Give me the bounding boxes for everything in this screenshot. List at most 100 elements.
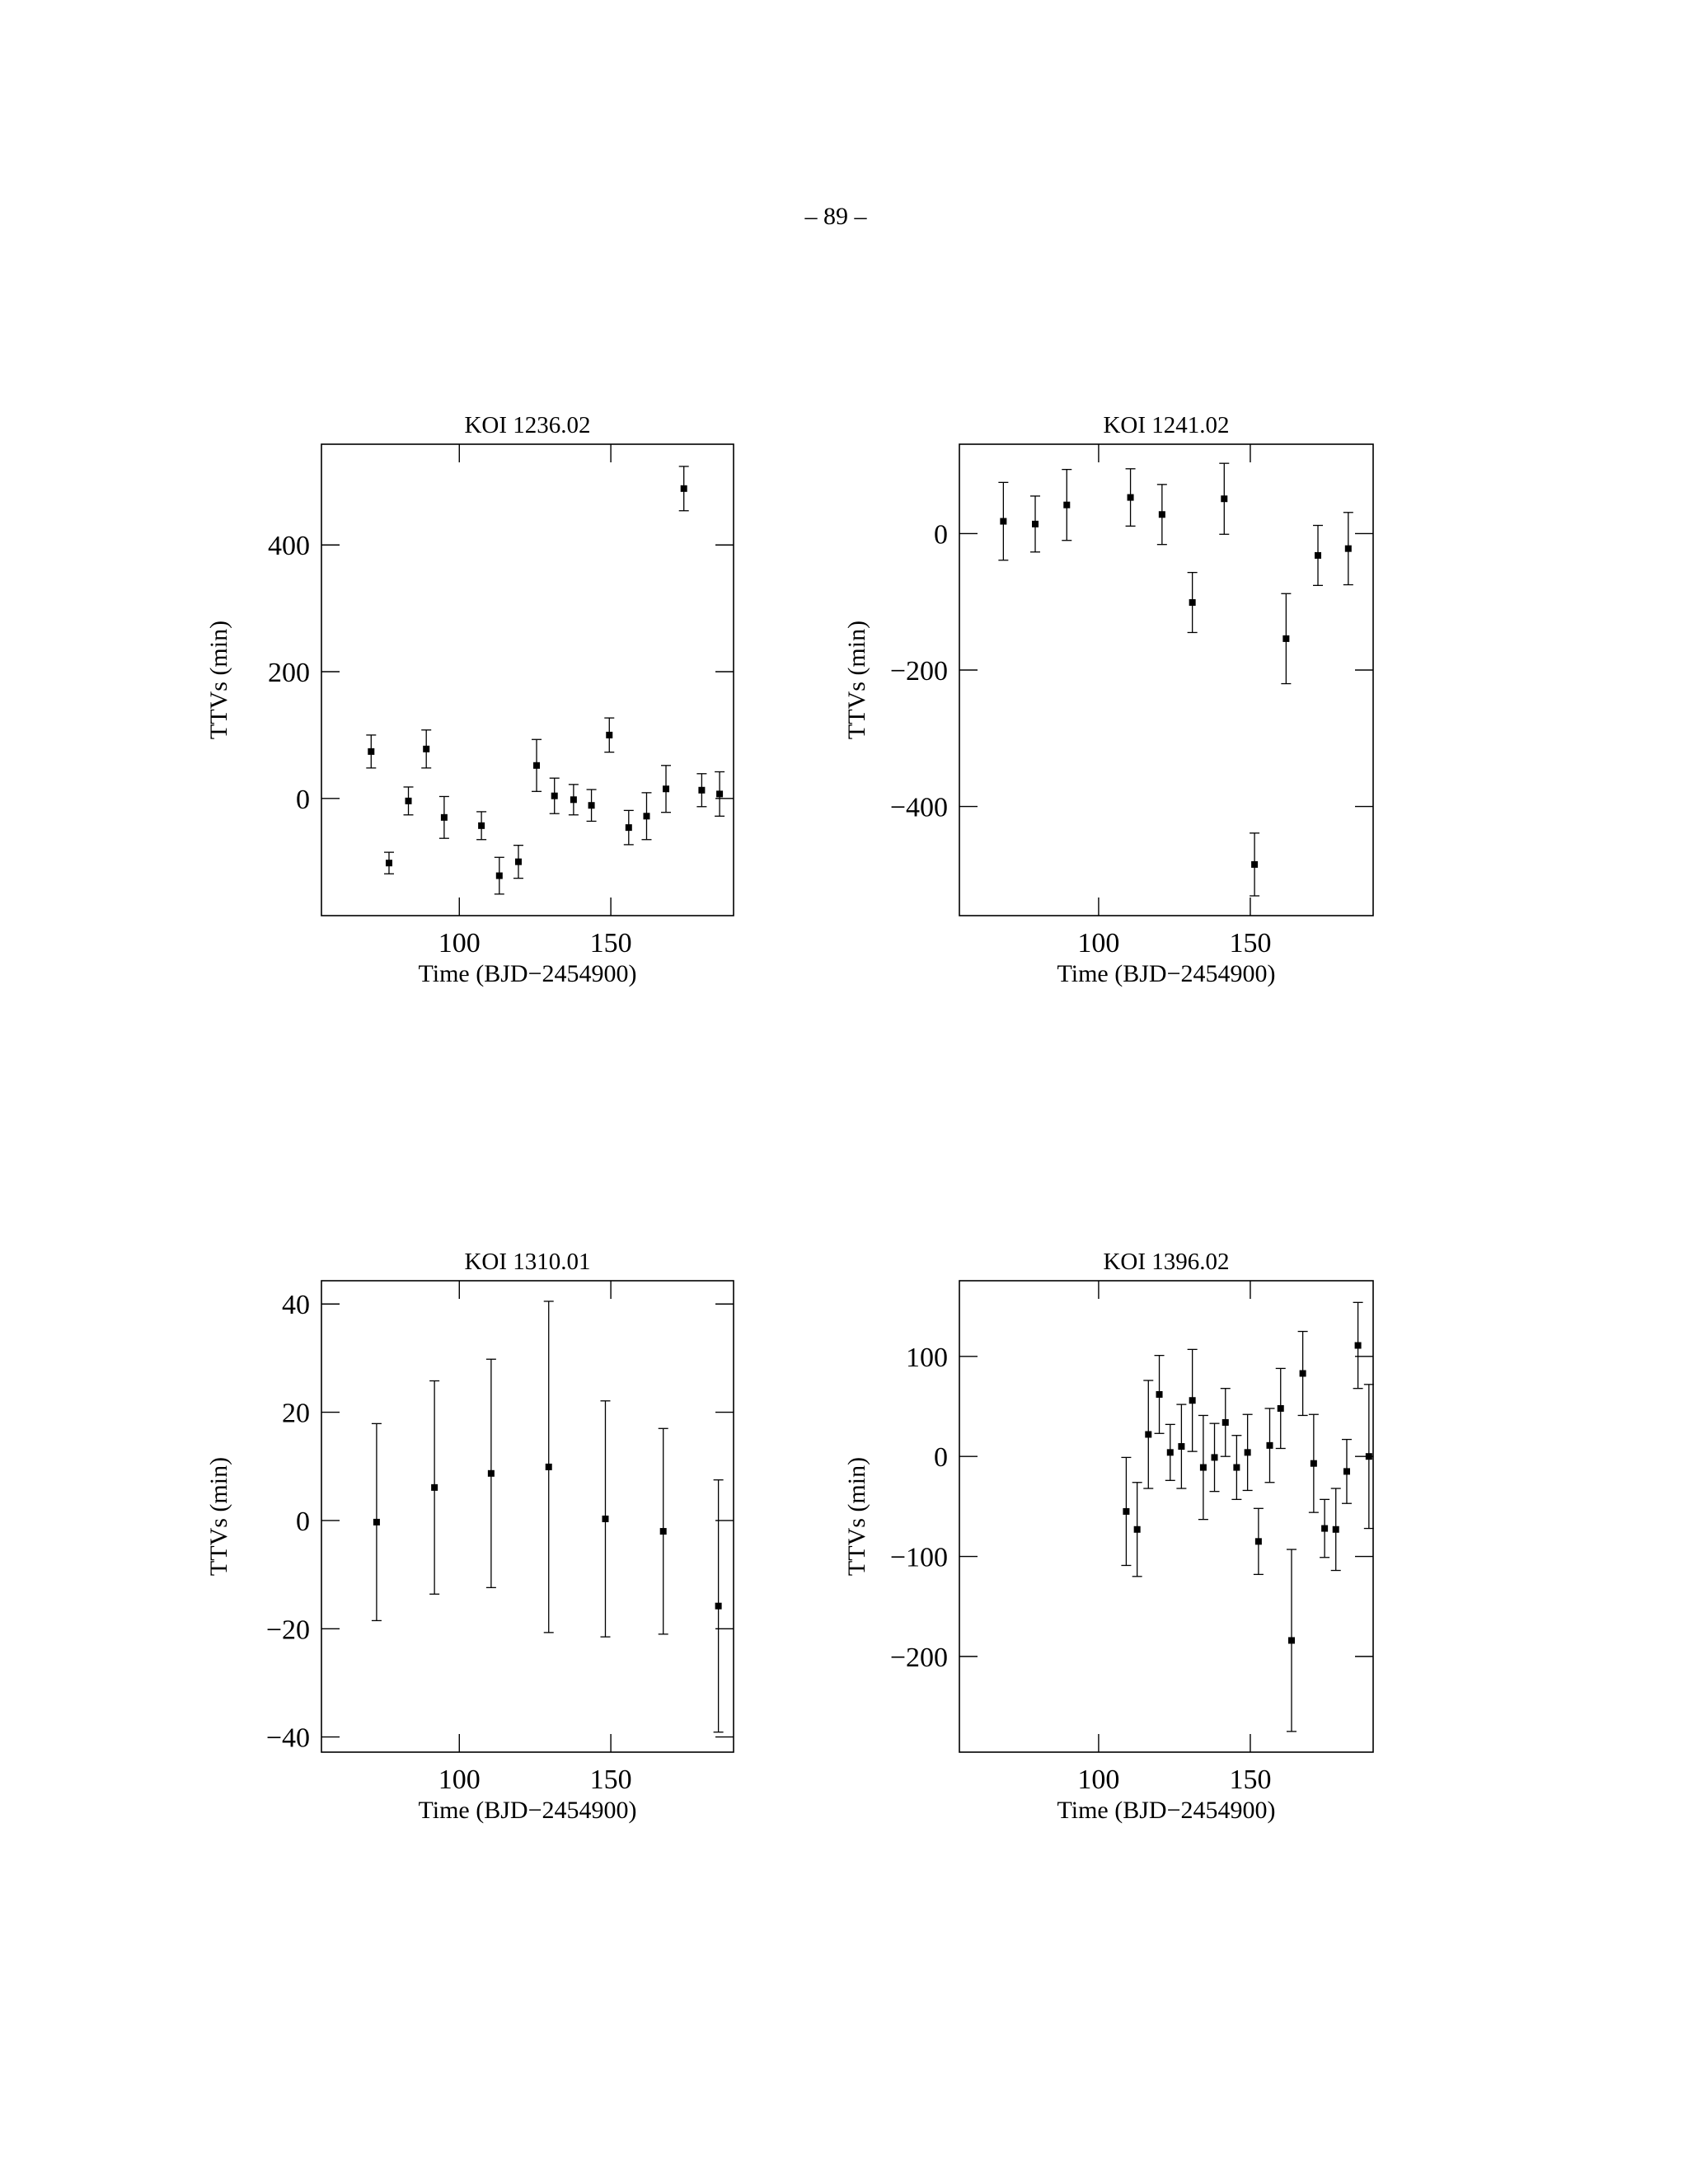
data-point bbox=[1282, 635, 1290, 642]
data-point bbox=[1344, 545, 1352, 552]
data-point bbox=[1244, 1449, 1251, 1456]
y-tick-label: 0 bbox=[934, 519, 948, 550]
data-point bbox=[533, 762, 541, 769]
data-point bbox=[588, 802, 595, 809]
y-tick-label: −20 bbox=[266, 1615, 310, 1645]
data-point bbox=[495, 872, 503, 879]
data-point bbox=[545, 1463, 552, 1470]
data-point bbox=[606, 731, 613, 738]
data-point bbox=[1127, 494, 1134, 501]
data-point bbox=[1287, 1637, 1295, 1644]
y-tick-label: 0 bbox=[934, 1442, 948, 1473]
data-point bbox=[487, 1469, 495, 1477]
y-tick-label: 20 bbox=[282, 1399, 310, 1429]
data-point bbox=[1266, 1441, 1273, 1449]
data-point bbox=[431, 1483, 438, 1491]
plot-frame bbox=[959, 1280, 1374, 1753]
plot-frame bbox=[321, 443, 734, 916]
data-point bbox=[1343, 1468, 1350, 1475]
y-tick-label: 100 bbox=[906, 1343, 948, 1373]
data-point bbox=[1123, 1507, 1130, 1515]
data-point bbox=[1032, 520, 1039, 527]
x-tick-label: 100 bbox=[438, 928, 481, 958]
y-tick-label: −100 bbox=[890, 1543, 948, 1573]
plot-frame bbox=[959, 443, 1374, 916]
data-point bbox=[1199, 1464, 1207, 1471]
data-point bbox=[643, 813, 650, 820]
y-tick-label: 200 bbox=[268, 658, 310, 688]
data-point bbox=[1221, 1418, 1229, 1426]
x-tick-label: 150 bbox=[1229, 1765, 1271, 1795]
data-point bbox=[1354, 1342, 1362, 1349]
data-point bbox=[1189, 599, 1196, 607]
data-point bbox=[368, 748, 375, 755]
x-tick-label: 100 bbox=[438, 1765, 481, 1795]
data-point bbox=[478, 822, 485, 829]
y-tick-label: 0 bbox=[296, 1507, 310, 1537]
data-point bbox=[602, 1515, 609, 1522]
chart-title: KOI 1310.01 bbox=[464, 1249, 590, 1275]
data-point bbox=[1158, 511, 1165, 518]
x-tick-label: 150 bbox=[590, 928, 632, 958]
x-tick-label: 150 bbox=[590, 1765, 632, 1795]
data-point bbox=[698, 786, 706, 794]
y-axis-label: TTVs (min) bbox=[205, 621, 232, 739]
data-point bbox=[373, 1518, 380, 1526]
chart: KOI 1310.01 Time (BJD−2454900) TTVs (min) 1… bbox=[205, 1249, 734, 1824]
y-tick-label: 40 bbox=[282, 1290, 310, 1320]
data-point bbox=[1299, 1370, 1306, 1377]
data-point bbox=[385, 860, 392, 867]
data-point bbox=[1365, 1453, 1372, 1460]
data-point bbox=[1277, 1404, 1284, 1412]
x-axis-label: Time (BJD−2454900) bbox=[418, 960, 636, 987]
data-point bbox=[1063, 501, 1071, 509]
data-point bbox=[1133, 1526, 1141, 1533]
data-point bbox=[1189, 1397, 1196, 1404]
data-point bbox=[1221, 495, 1228, 503]
y-tick-label: −40 bbox=[266, 1723, 310, 1754]
data-point bbox=[405, 797, 412, 804]
data-point bbox=[680, 485, 687, 492]
y-axis-label: TTVs (min) bbox=[843, 1457, 870, 1576]
y-axis-label: TTVs (min) bbox=[843, 621, 870, 739]
data-point bbox=[1156, 1390, 1163, 1398]
data-point bbox=[716, 790, 724, 798]
x-axis-label: Time (BJD−2454900) bbox=[1057, 960, 1275, 987]
data-point bbox=[1254, 1538, 1262, 1545]
data-point bbox=[625, 824, 632, 832]
data-point bbox=[1315, 551, 1322, 559]
y-tick-label: −200 bbox=[890, 656, 948, 687]
chart: KOI 1236.02 Time (BJD−2454900) TTVs (min) 1… bbox=[205, 412, 734, 987]
data-point bbox=[663, 785, 670, 793]
data-point bbox=[659, 1528, 667, 1535]
page-number: – 89 – bbox=[804, 203, 868, 230]
data-point bbox=[423, 745, 430, 752]
chart: KOI 1241.02 Time (BJD−2454900) TTVs (min) 1… bbox=[843, 412, 1374, 987]
x-axis-label: Time (BJD−2454900) bbox=[1057, 1797, 1275, 1824]
data-point bbox=[1321, 1525, 1329, 1532]
data-point bbox=[440, 813, 448, 821]
data-point bbox=[715, 1602, 722, 1610]
data-point bbox=[1332, 1526, 1339, 1533]
y-tick-label: −400 bbox=[890, 793, 948, 823]
chart-title: KOI 1396.02 bbox=[1103, 1249, 1229, 1275]
plot-frame bbox=[321, 1280, 734, 1753]
y-tick-label: −200 bbox=[890, 1643, 948, 1673]
data-point bbox=[551, 792, 558, 799]
data-point bbox=[1178, 1443, 1185, 1451]
data-point bbox=[514, 858, 522, 865]
chart-title: KOI 1241.02 bbox=[1103, 412, 1229, 438]
chart: KOI 1396.02 Time (BJD−2454900) TTVs (min) 1… bbox=[843, 1249, 1374, 1824]
data-point bbox=[1251, 860, 1259, 868]
y-tick-label: 0 bbox=[296, 785, 310, 815]
y-tick-label: 400 bbox=[268, 531, 310, 561]
x-axis-label: Time (BJD−2454900) bbox=[418, 1797, 636, 1824]
y-axis-label: TTVs (min) bbox=[205, 1457, 232, 1576]
data-point bbox=[1166, 1449, 1174, 1456]
data-point bbox=[1145, 1431, 1152, 1438]
data-point bbox=[1310, 1460, 1317, 1467]
data-point bbox=[1211, 1454, 1218, 1461]
x-tick-label: 100 bbox=[1077, 928, 1119, 958]
